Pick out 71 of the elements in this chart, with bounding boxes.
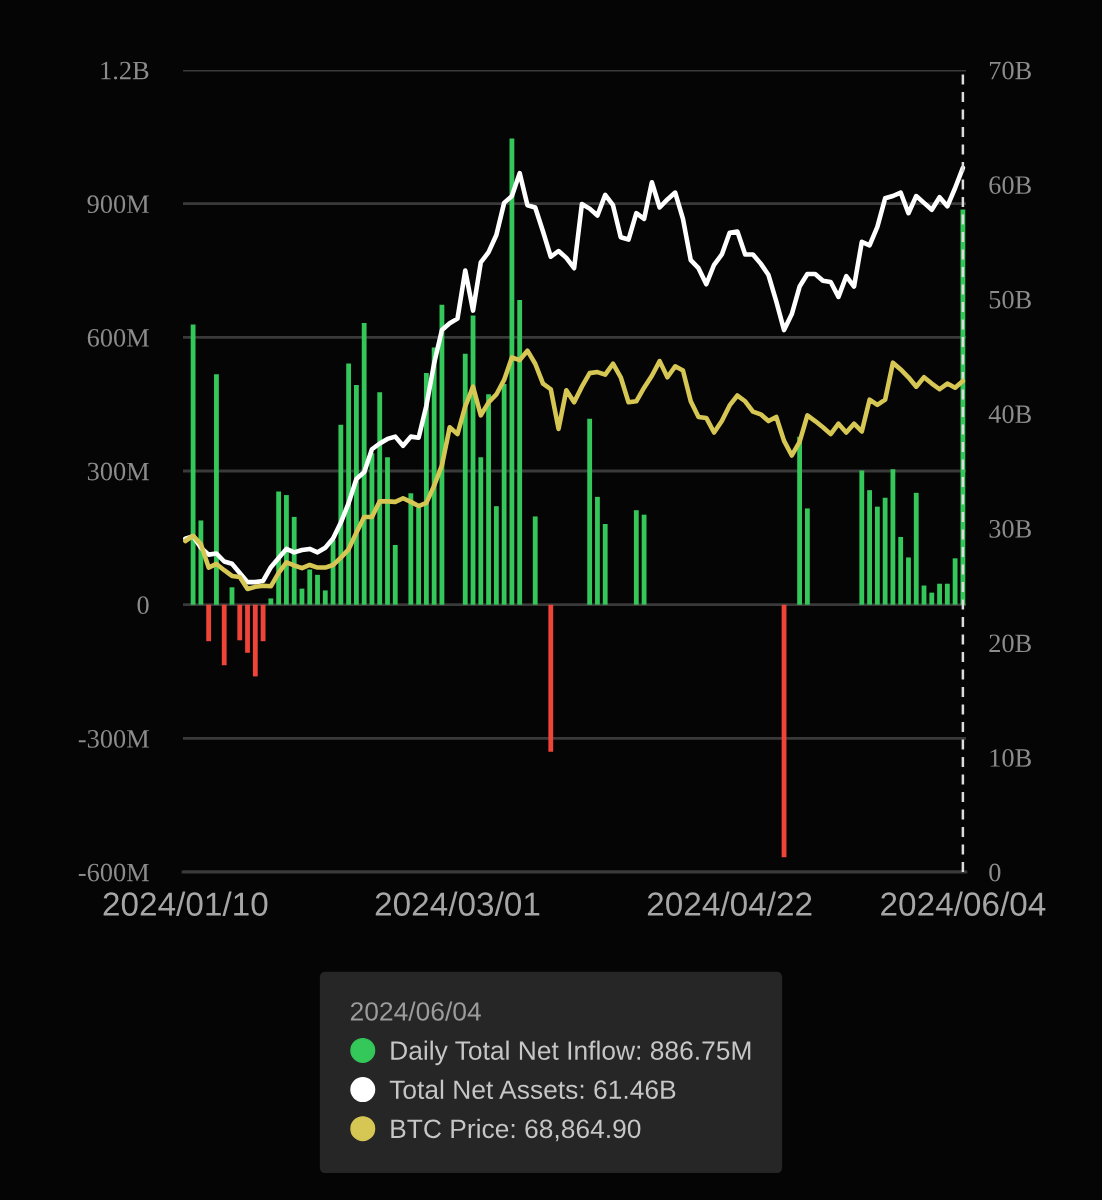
bar [633, 510, 639, 605]
bar [416, 507, 422, 605]
bar [377, 392, 383, 605]
bar [602, 524, 608, 605]
bar [532, 516, 538, 605]
bar [361, 323, 367, 605]
legend-label: Daily Total Net Inflow: 886.75M [391, 1040, 751, 1066]
y2-tick-label: 50B [989, 290, 1031, 309]
bar [206, 604, 212, 642]
bar [937, 583, 942, 605]
bar [322, 590, 328, 605]
bar [587, 418, 593, 605]
y-tick-label: 900M [87, 195, 149, 214]
bar [245, 604, 250, 653]
bar [237, 604, 243, 641]
y2-tick-label: 10B [990, 749, 1031, 767]
bar [478, 457, 484, 605]
bar [906, 557, 911, 605]
y2-tick-label: 70B [989, 61, 1031, 80]
bar [595, 496, 600, 605]
bar [486, 394, 491, 605]
bar [804, 508, 810, 605]
bar [641, 514, 647, 605]
legend-label: BTC Price: 68,864.90 [391, 1118, 641, 1142]
bar [859, 470, 865, 605]
y-tick-label: 1.2B [101, 61, 149, 80]
x-tick-label: 2024/04/22 [647, 891, 812, 916]
bar [501, 384, 507, 605]
y-tick-label: 0 [137, 596, 149, 615]
bar [867, 490, 872, 605]
bar [315, 574, 320, 605]
bar [944, 583, 950, 605]
bar [952, 558, 958, 605]
bar [913, 492, 919, 605]
bar [408, 493, 414, 605]
bar [882, 497, 888, 605]
x-tick-label: 2024/03/01 [375, 891, 540, 916]
y-tick-label: -600M [78, 863, 149, 882]
bar [462, 353, 468, 605]
bar [874, 506, 880, 605]
bar [509, 138, 515, 605]
bar [307, 569, 313, 605]
y2-tick-label: 0 [989, 863, 1001, 882]
y-tick-label: -300M [78, 729, 149, 748]
bar [493, 506, 499, 605]
y2-tick-label: 30B [989, 519, 1031, 538]
bar [190, 324, 196, 605]
bar [929, 592, 935, 605]
y2-tick-label: 40B [988, 405, 1031, 424]
line-series [183, 165, 966, 585]
bar [517, 299, 523, 605]
bar [797, 436, 803, 605]
bar [392, 544, 398, 605]
bar [346, 363, 352, 605]
bar [252, 604, 258, 677]
y-tick-label: 300M [87, 462, 149, 481]
x-tick-label: 2024/06/04 [881, 891, 1046, 916]
bar [898, 536, 904, 605]
bar [385, 457, 390, 605]
x-tick-label: 2024/01/10 [103, 891, 268, 916]
y2-tick-label: 20B [989, 634, 1031, 653]
legend-title: 2024/06/04 [350, 1001, 481, 1021]
bar [221, 604, 227, 666]
bar [214, 374, 219, 605]
bar [353, 385, 359, 605]
bar [548, 604, 554, 752]
y-tick-label: 600M [87, 328, 149, 347]
legend-label: Total Net Assets: 61.46B [389, 1079, 676, 1100]
bar [890, 469, 896, 605]
bar [268, 598, 274, 605]
y2-tick-label: 60B [989, 176, 1031, 194]
